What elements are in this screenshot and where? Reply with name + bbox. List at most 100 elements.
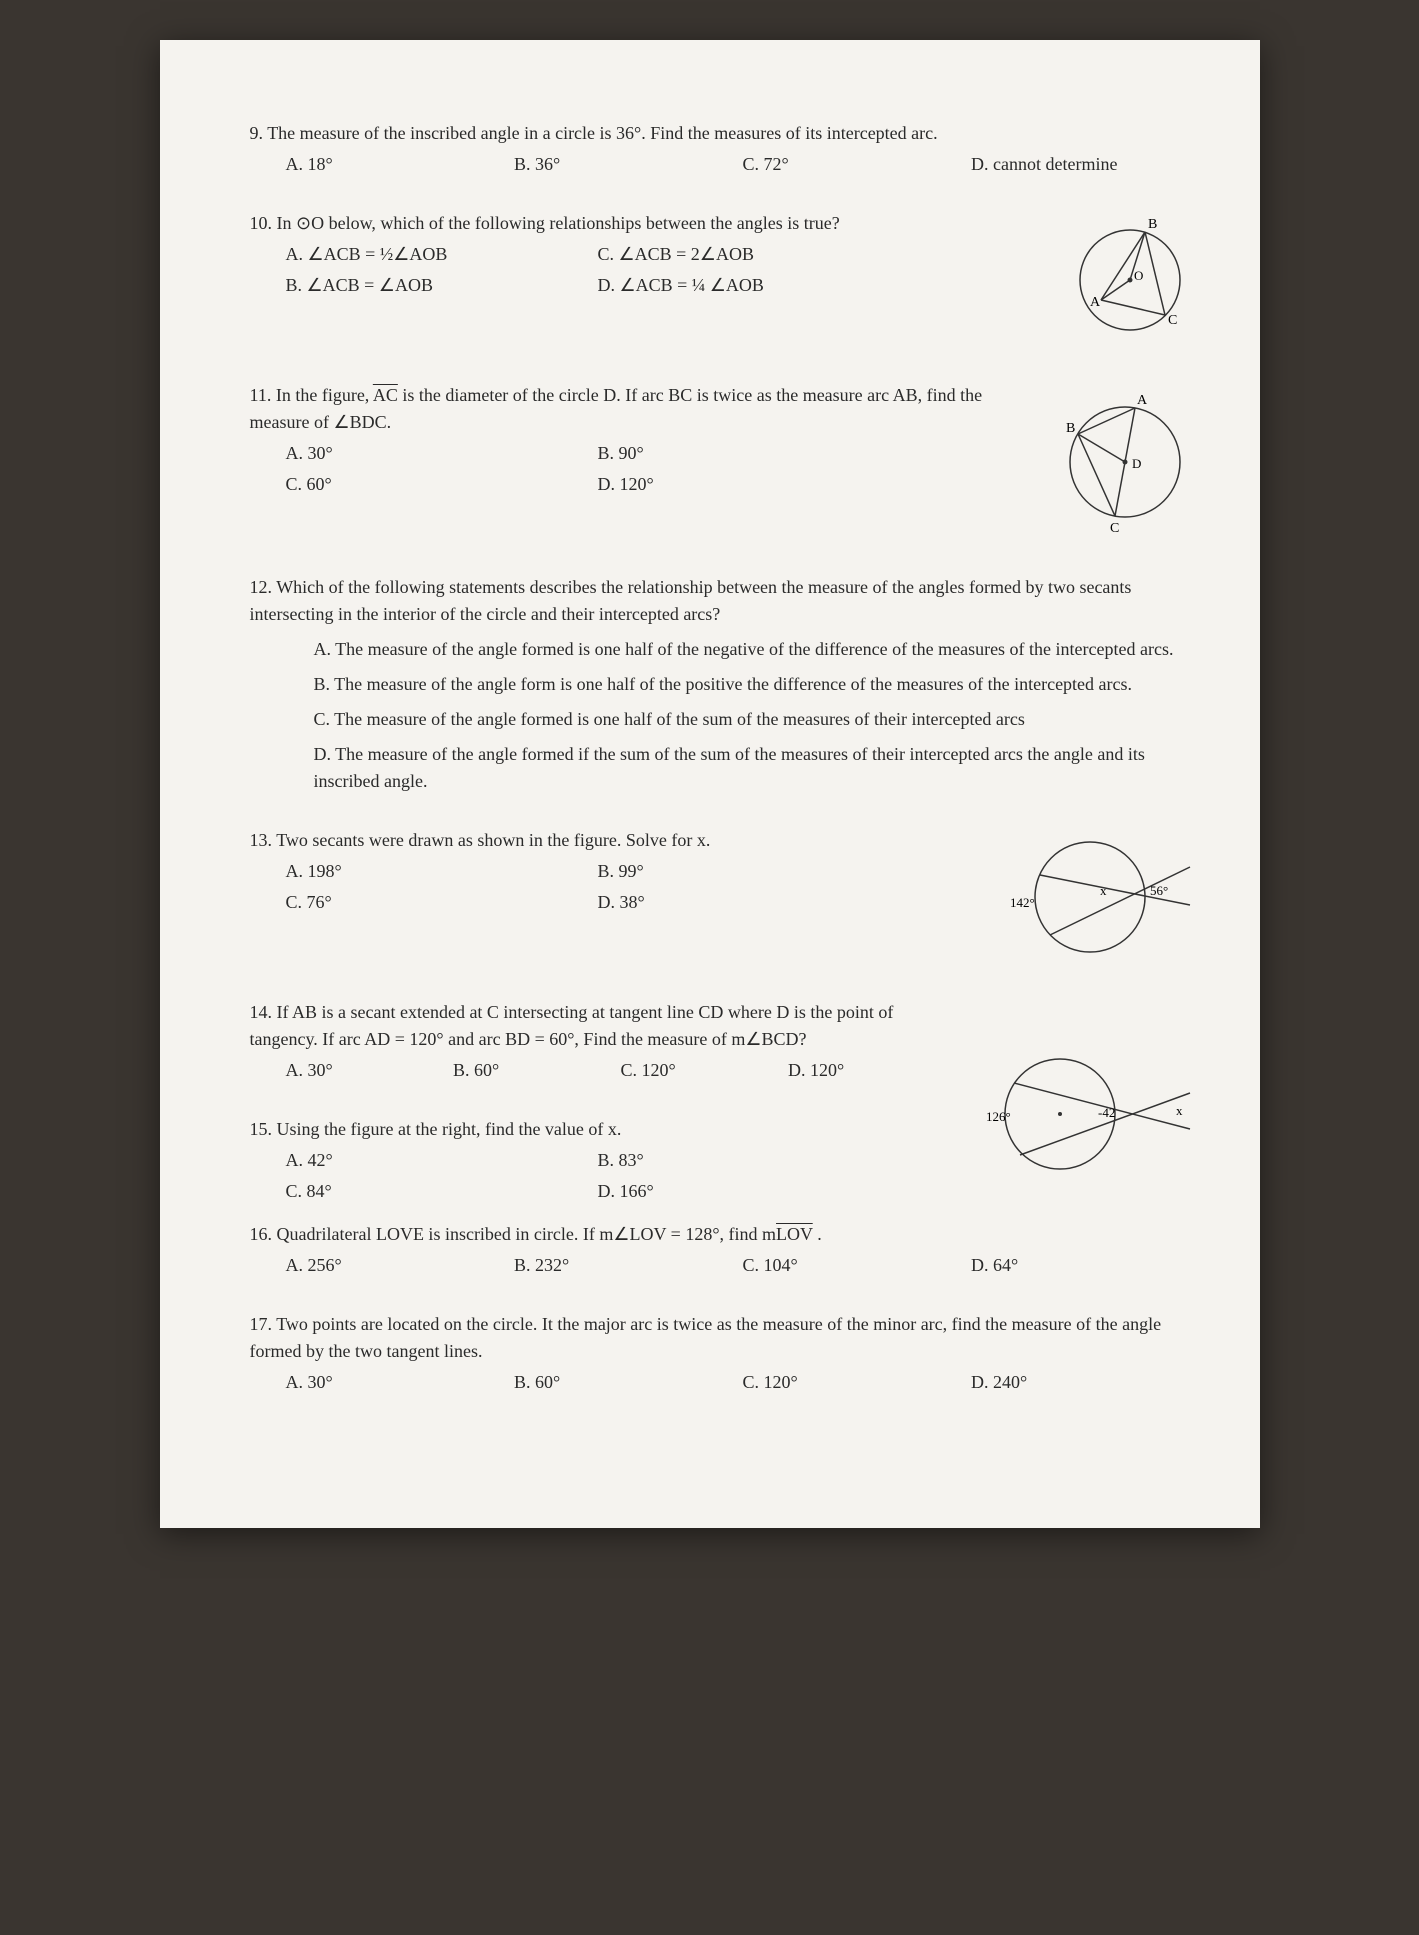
q13-choice-b: B. 99° [598, 858, 870, 885]
q16-text2: . [813, 1224, 822, 1244]
q11-choice-d: D. 120° [598, 471, 870, 498]
q12-stem: 12. Which of the following statements de… [250, 574, 1200, 628]
q11-label-b: B [1066, 421, 1075, 436]
q17-choice-b: B. 60° [514, 1369, 743, 1396]
q14-number: 14. [250, 1002, 273, 1022]
q16-stem: 16. Quadrilateral LOVE is inscribed in c… [250, 1221, 1200, 1248]
q13-label-x: x [1100, 883, 1107, 898]
q9-number: 9. [250, 123, 264, 143]
q17-number: 17. [250, 1314, 273, 1334]
q13-stem: 13. Two secants were drawn as shown in t… [250, 827, 976, 854]
q17-text: Two points are located on the circle. It… [250, 1314, 1162, 1361]
q11-number: 11. [250, 385, 272, 405]
q12-choice-b: B. The measure of the angle form is one … [250, 671, 1200, 698]
q13-text: Two secants were drawn as shown in the f… [276, 830, 710, 850]
q16-choices: A. 256° B. 232° C. 104° D. 64° [250, 1252, 1200, 1279]
q11-choice-a: A. 30° [286, 440, 558, 467]
q15-choice-c: C. 84° [286, 1178, 558, 1205]
q10-text: In ⊙O below, which of the following rela… [277, 213, 840, 233]
q13-label-far: 142° [1010, 895, 1035, 910]
q16-choice-b: B. 232° [514, 1252, 743, 1279]
q15-text: Using the figure at the right, find the … [277, 1119, 622, 1139]
q13-secants-diagram: 142° x 56° [1000, 827, 1200, 967]
q14-stem: 14. If AB is a secant extended at C inte… [250, 999, 956, 1053]
q13-number: 13. [250, 830, 273, 850]
q14-choice-a: A. 30° [286, 1057, 454, 1084]
q14-choice-d: D. 120° [788, 1057, 956, 1084]
q9-choice-c: C. 72° [743, 151, 972, 178]
q10-number: 10. [250, 213, 273, 233]
q11-label-d: D [1132, 456, 1141, 471]
q11-stem: 11. In the figure, AC is the diameter of… [250, 382, 1016, 436]
q15-label-x: x [1176, 1103, 1183, 1118]
q10-choice-b: B. ∠ACB = ∠AOB [286, 272, 558, 299]
q17-choice-c: C. 120° [743, 1369, 972, 1396]
q12-text: Which of the following statements descri… [250, 577, 1132, 624]
question-14: 14. If AB is a secant extended at C inte… [250, 999, 956, 1084]
q15-choice-a: A. 42° [286, 1147, 558, 1174]
q16-text1: Quadrilateral LOVE is inscribed in circl… [277, 1224, 777, 1244]
q11-ac: AC [373, 385, 398, 405]
question-10: 10. In ⊙O below, which of the following … [250, 210, 1200, 350]
q11-text1: In the figure, [276, 385, 373, 405]
q17-choice-d: D. 240° [971, 1369, 1200, 1396]
question-15: 15. Using the figure at the right, find … [250, 1116, 956, 1205]
q10-label-o: O [1134, 268, 1143, 283]
worksheet-page: 9. The measure of the inscribed angle in… [160, 40, 1260, 1528]
q15-choice-b: B. 83° [598, 1147, 870, 1174]
q14-choice-c: C. 120° [621, 1057, 789, 1084]
q11-circle-diagram: A B C D [1040, 382, 1200, 542]
q13-choice-a: A. 198° [286, 858, 558, 885]
q17-choices: A. 30° B. 60° C. 120° D. 240° [250, 1369, 1200, 1396]
question-17: 17. Two points are located on the circle… [250, 1311, 1200, 1396]
q10-choice-c: C. ∠ACB = 2∠AOB [598, 241, 870, 268]
q10-choices: A. ∠ACB = ½∠AOB C. ∠ACB = 2∠AOB B. ∠ACB … [250, 241, 870, 299]
q13-choice-d: D. 38° [598, 889, 870, 916]
question-11: 11. In the figure, AC is the diameter of… [250, 382, 1200, 542]
q12-choice-d: D. The measure of the angle formed if th… [250, 741, 1200, 795]
q16-choice-d: D. 64° [971, 1252, 1200, 1279]
q9-choice-a: A. 18° [286, 151, 515, 178]
q10-choice-d: D. ∠ACB = ¼ ∠AOB [598, 272, 870, 299]
q9-text: The measure of the inscribed angle in a … [267, 123, 937, 143]
q10-label-b: B [1148, 217, 1157, 232]
q16-choice-a: A. 256° [286, 1252, 515, 1279]
q12-choice-c: C. The measure of the angle formed is on… [250, 706, 1200, 733]
q11-choice-b: B. 90° [598, 440, 870, 467]
question-13: 13. Two secants were drawn as shown in t… [250, 827, 1200, 967]
q16-choice-c: C. 104° [743, 1252, 972, 1279]
q10-label-a: A [1090, 295, 1101, 310]
question-12: 12. Which of the following statements de… [250, 574, 1200, 795]
q9-choices: A. 18° B. 36° C. 72° D. cannot determine [250, 151, 1200, 178]
q11-label-a: A [1137, 393, 1148, 408]
q11-choice-c: C. 60° [286, 471, 558, 498]
q14-choice-b: B. 60° [453, 1057, 621, 1084]
q10-circle-diagram: A B C O [1060, 210, 1200, 350]
q10-label-c: C [1168, 313, 1177, 328]
q14-q15-block: 14. If AB is a secant extended at C inte… [250, 999, 1200, 1221]
q10-choice-a: A. ∠ACB = ½∠AOB [286, 241, 558, 268]
q15-label-near: -42 [1098, 1105, 1115, 1120]
q10-stem: 10. In ⊙O below, which of the following … [250, 210, 1036, 237]
q9-choice-b: B. 36° [514, 151, 743, 178]
q17-stem: 17. Two points are located on the circle… [250, 1311, 1200, 1365]
q15-choices: A. 42° B. 83° C. 84° D. 166° [250, 1147, 870, 1205]
q11-choices: A. 30° B. 90° C. 60° D. 120° [250, 440, 870, 498]
q14-choices: A. 30° B. 60° C. 120° D. 120° [250, 1057, 956, 1084]
q12-number: 12. [250, 577, 273, 597]
q15-number: 15. [250, 1119, 273, 1139]
q15-stem: 15. Using the figure at the right, find … [250, 1116, 956, 1143]
q16-lov: LOV [776, 1224, 813, 1244]
question-9: 9. The measure of the inscribed angle in… [250, 120, 1200, 178]
q15-label-far: 126° [986, 1109, 1011, 1124]
q9-choice-d: D. cannot determine [971, 151, 1200, 178]
q9-stem: 9. The measure of the inscribed angle in… [250, 120, 1200, 147]
q11-label-c: C [1110, 521, 1119, 536]
q12-choice-a: A. The measure of the angle formed is on… [250, 636, 1200, 663]
q15-choice-d: D. 166° [598, 1178, 870, 1205]
q17-choice-a: A. 30° [286, 1369, 515, 1396]
q15-secant-tangent-diagram: 126° -42 x [980, 1039, 1200, 1189]
q16-number: 16. [250, 1224, 273, 1244]
question-16: 16. Quadrilateral LOVE is inscribed in c… [250, 1221, 1200, 1279]
q13-label-near: 56° [1150, 883, 1168, 898]
